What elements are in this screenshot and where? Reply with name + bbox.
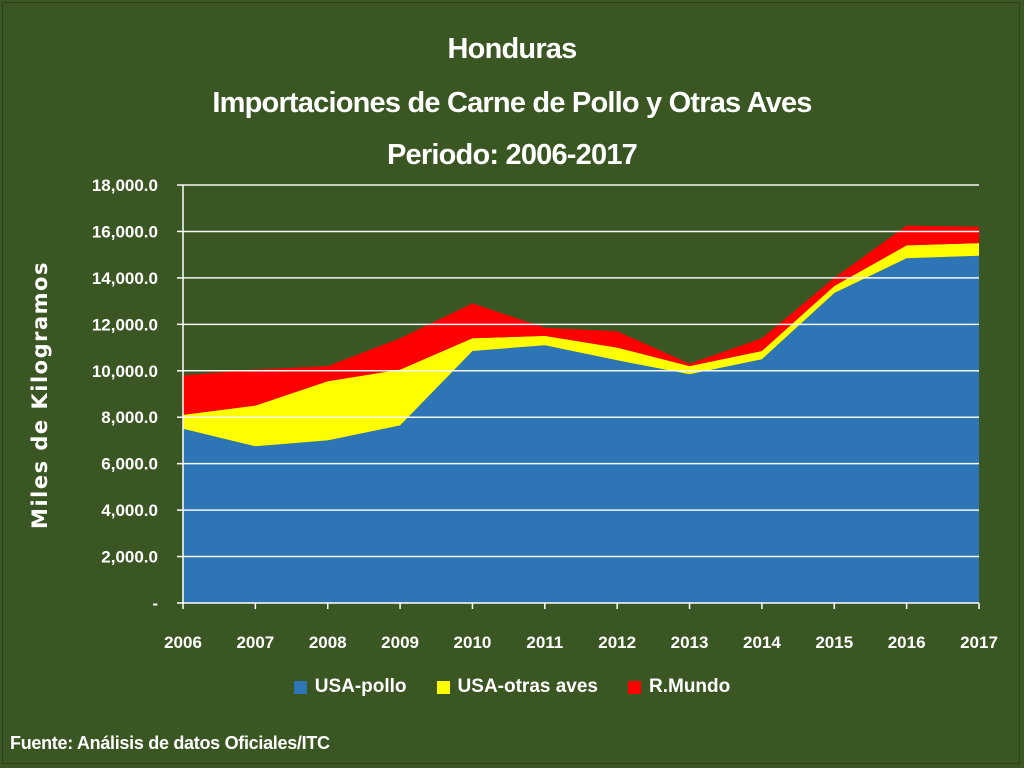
x-tick-label-2007: 2007 — [236, 633, 274, 652]
legend-swatch-r-mundo — [628, 680, 641, 694]
legend-item-usa-pollo: USA-pollo — [293, 676, 407, 698]
area-series-r-mundo — [183, 225, 979, 415]
y-tick-label-0: - — [152, 594, 158, 613]
x-tick-label-2015: 2015 — [815, 633, 853, 652]
y-tick-label-8: 16,000.0 — [92, 222, 158, 241]
x-tick-label-2011: 2011 — [526, 633, 563, 652]
legend-label-usa-otras-aves: USA-otras aves — [457, 676, 598, 697]
legend-swatch-usa-otras-aves — [436, 680, 450, 694]
chart-title-line-2: Importaciones de Carne de Pollo y Otras … — [212, 87, 812, 119]
chart-title-line-3: Periodo: 2006-2017 — [387, 139, 638, 171]
area-series-usa-pollo — [183, 255, 979, 604]
legend-label-usa-pollo: USA-pollo — [314, 676, 407, 697]
area-series-usa-otras-aves — [183, 243, 979, 447]
y-tick-label-7: 14,000.0 — [92, 269, 158, 288]
x-tick-label-2016: 2016 — [888, 633, 926, 652]
legend-item-r-mundo: R.Mundo — [628, 676, 730, 698]
legend: USA-pollo USA-otras aves R.Mundo — [0, 676, 1024, 698]
y-tick-label-6: 12,000.0 — [92, 315, 158, 334]
y-tick-label-3: 6,000.0 — [101, 455, 158, 474]
x-tick-label-2010: 2010 — [454, 633, 492, 652]
y-tick-label-5: 10,000.0 — [92, 362, 158, 381]
y-tick-label-2: 4,000.0 — [101, 501, 158, 520]
legend-swatch-usa-pollo — [293, 680, 307, 694]
legend-item-usa-otras-aves: USA-otras aves — [436, 676, 598, 698]
legend-label-r-mundo: R.Mundo — [649, 676, 731, 697]
y-tick-label-4: 8,000.0 — [101, 408, 158, 427]
source-note: Fuente: Análisis de datos Oficiales/ITC — [10, 733, 330, 753]
x-tick-label-2014: 2014 — [743, 633, 781, 652]
x-tick-label-2008: 2008 — [309, 633, 347, 652]
x-tick-label-2017: 2017 — [960, 633, 998, 652]
y-tick-label-9: 18,000.0 — [92, 176, 158, 195]
y-tick-label-1: 2,000.0 — [101, 548, 158, 567]
x-tick-label-2006: 2006 — [164, 633, 202, 652]
chart-title-line-1: Honduras — [447, 33, 578, 65]
x-tick-label-2009: 2009 — [381, 633, 419, 652]
y-axis-label: Miles de Kilogramos — [28, 261, 52, 529]
x-tick-label-2013: 2013 — [671, 633, 709, 652]
x-tick-label-2012: 2012 — [598, 633, 636, 652]
